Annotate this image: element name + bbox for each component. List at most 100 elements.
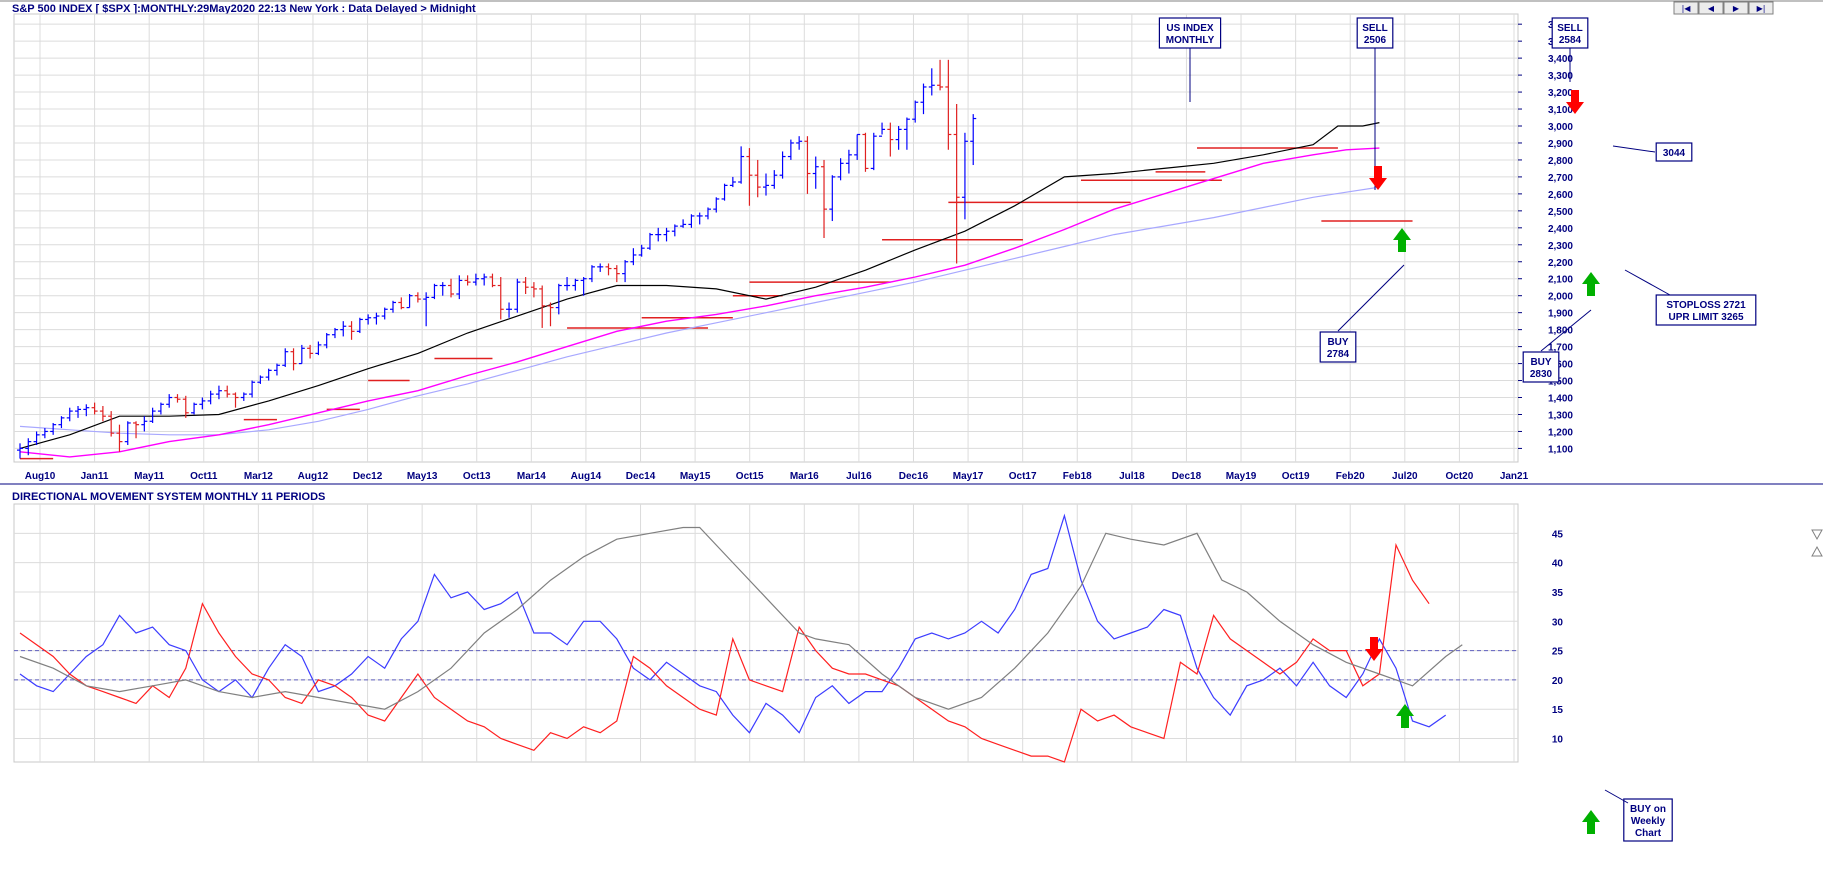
first-icon-button-frame: [1673, 1, 1699, 15]
prev-icon-button-frame: [1698, 1, 1724, 15]
dmi-buy-arrow-2: [1582, 810, 1600, 834]
indicator-y-tick-label: 30: [1552, 617, 1564, 628]
x-tick-label: Mar14: [517, 471, 546, 482]
first-icon: |◀: [1682, 4, 1692, 13]
price-y-tick-label: 1,900: [1548, 309, 1573, 320]
price-y-tick-label: 2,200: [1548, 258, 1573, 269]
price-y-tick-label: 1,400: [1548, 394, 1573, 405]
price-y-tick-label: 1,100: [1548, 444, 1573, 455]
sell-2584-box-text: SELL: [1557, 23, 1583, 34]
sma-long-line: [19, 186, 1380, 436]
prev-icon: ◀: [1708, 4, 1715, 13]
sell-arrow-1: [1369, 166, 1387, 190]
buy-2784-box-text: BUY: [1327, 337, 1348, 348]
x-tick-label: Dec14: [626, 471, 656, 482]
last-icon-button-frame: [1748, 1, 1774, 15]
x-tick-label: Oct13: [463, 471, 491, 482]
price-y-tick-label: 1,200: [1548, 427, 1573, 438]
indicator-y-tick-label: 45: [1552, 529, 1564, 540]
last-price-leader: [1612, 145, 1656, 153]
x-tick-label: Jul18: [1119, 471, 1145, 482]
buy-2784-box-frame: [1319, 331, 1357, 363]
price-y-tick-label: 3,000: [1548, 122, 1573, 133]
x-tick-label: May11: [134, 471, 164, 482]
weekly-buy-leader: [1604, 789, 1629, 804]
next-icon-button[interactable]: ▶: [1723, 1, 1749, 15]
first-icon-button[interactable]: |◀: [1673, 1, 1699, 15]
sell-2506-box-text: SELL: [1362, 23, 1388, 34]
price-y-tick-label: 3,100: [1548, 105, 1573, 116]
next-icon: ▶: [1733, 4, 1740, 13]
last-price-box-frame: [1655, 142, 1693, 162]
x-tick-label: Mar16: [790, 471, 819, 482]
sell-arrow-2: [1566, 90, 1584, 114]
prev-icon-button[interactable]: ◀: [1698, 1, 1724, 15]
indicator-y-tick-label: 20: [1552, 676, 1564, 687]
price-y-tick-label: 2,500: [1548, 207, 1573, 218]
x-tick-label: Aug10: [25, 471, 56, 482]
x-tick-label: Dec12: [353, 471, 383, 482]
price-chart-title: S&P 500 INDEX [ $SPX ]:MONTHLY:29May2020…: [12, 3, 476, 15]
x-tick-label: Oct17: [1009, 471, 1037, 482]
dmi-buy-arrow-1: [1396, 704, 1414, 728]
price-y-tick-label: 3,200: [1548, 88, 1573, 99]
indicator-panel-frame: [13, 503, 1519, 763]
x-tick-label: Jul20: [1392, 471, 1418, 482]
x-tick-label: Oct11: [190, 471, 218, 482]
x-tick-label: May13: [407, 471, 438, 482]
indicator-y-tick-label: 35: [1552, 588, 1564, 599]
dmi-plus_di-line: [19, 513, 1447, 734]
buy-2830-leader: [1540, 309, 1592, 352]
price-y-tick-label: 3,300: [1548, 71, 1573, 82]
indicator-title: DIRECTIONAL MOVEMENT SYSTEM MONTHLY 11 P…: [12, 491, 326, 503]
buy-2830-box-text: 2830: [1530, 369, 1553, 380]
x-tick-label: Aug12: [298, 471, 329, 482]
x-tick-label: Jul16: [846, 471, 872, 482]
price-y-tick-label: 2,400: [1548, 224, 1573, 235]
x-tick-label: May15: [680, 471, 711, 482]
last-icon: ▶|: [1757, 4, 1766, 13]
indicator-y-tick-label: 10: [1552, 735, 1564, 746]
scroll-down-icon: [1811, 529, 1823, 541]
sma-mid-line: [19, 147, 1380, 458]
price-y-tick-label: 3,400: [1548, 54, 1573, 65]
sma-short-line: [19, 122, 1380, 449]
buy-arrow-2: [1582, 272, 1600, 296]
price-y-tick-label: 1,300: [1548, 410, 1573, 421]
indicator-y-tick-label: 40: [1552, 559, 1564, 570]
x-tick-label: May17: [953, 471, 984, 482]
price-y-tick-label: 2,600: [1548, 190, 1573, 201]
x-tick-label: Oct19: [1282, 471, 1310, 482]
x-tick-label: Oct15: [736, 471, 764, 482]
price-panel-frame: [13, 13, 1519, 463]
buy-2830-box-text: BUY: [1530, 357, 1551, 368]
price-y-tick-label: 1,600: [1548, 360, 1573, 371]
x-tick-label: May19: [1226, 471, 1257, 482]
x-tick-label: Mar12: [244, 471, 273, 482]
price-y-tick-label: 2,100: [1548, 275, 1573, 286]
stoploss-box-frame: [1655, 294, 1757, 326]
stoploss-leader: [1624, 269, 1671, 296]
x-tick-label: Jan21: [1500, 471, 1529, 482]
indicator-y-tick-label: 25: [1552, 647, 1564, 658]
price-y-tick-label: 2,800: [1548, 156, 1573, 167]
price-y-tick-label: 1,800: [1548, 326, 1573, 337]
price-y-tick-label: 2,300: [1548, 241, 1573, 252]
stoploss-box-text: STOPLOSS 2721: [1666, 300, 1746, 311]
price-y-tick-label: 2,000: [1548, 292, 1573, 303]
dmi-adx-line: [19, 526, 1463, 710]
x-tick-label: Dec16: [899, 471, 929, 482]
x-tick-label: Dec18: [1172, 471, 1202, 482]
sell-2506-box-text: 2506: [1364, 35, 1387, 46]
x-tick-label: Jan11: [81, 471, 109, 482]
stoploss-box-text: UPR LIMIT 3265: [1668, 312, 1743, 323]
last-icon-button[interactable]: ▶|: [1748, 1, 1774, 15]
sell-2584-box-text: 2584: [1559, 35, 1582, 46]
